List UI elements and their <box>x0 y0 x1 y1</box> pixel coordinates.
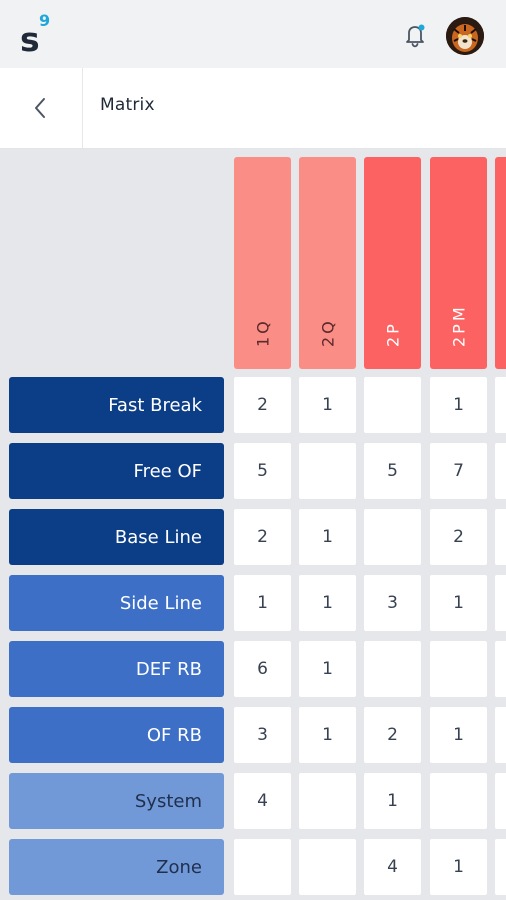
column-header[interactable]: 2Q <box>299 157 356 369</box>
row-label[interactable]: Base Line <box>9 509 224 565</box>
page-title: Matrix <box>100 95 155 115</box>
matrix-cell[interactable] <box>495 443 506 499</box>
matrix-cell[interactable] <box>430 641 487 697</box>
row-label[interactable]: DEF RB <box>9 641 224 697</box>
matrix-cell[interactable] <box>495 377 506 433</box>
page-toolbar: Matrix <box>0 68 506 149</box>
matrix-cell[interactable] <box>364 641 421 697</box>
matrix-cell[interactable] <box>364 509 421 565</box>
logo-superscript: 9 <box>39 11 51 30</box>
matrix-cell[interactable]: 5 <box>234 443 291 499</box>
back-button[interactable] <box>0 68 83 148</box>
column-header[interactable]: 1Q <box>234 157 291 369</box>
column-header-label: 2PM <box>449 304 468 347</box>
matrix-cell[interactable]: 1 <box>299 641 356 697</box>
chevron-left-icon <box>35 98 45 118</box>
matrix-cell[interactable] <box>364 377 421 433</box>
matrix-cell[interactable]: 1 <box>430 377 487 433</box>
matrix-cell[interactable]: 4 <box>234 773 291 829</box>
matrix-cell[interactable]: 1 <box>234 575 291 631</box>
matrix-cell[interactable]: 1 <box>299 509 356 565</box>
matrix-cell[interactable]: 1 <box>430 839 487 895</box>
matrix-cell[interactable]: 1 <box>299 377 356 433</box>
matrix-grid: 1Q 2Q 2P 2PM Fast Break 2 1 1 Free OF 5 5 7 Base Lin… <box>0 149 506 900</box>
row-label[interactable]: OF RB <box>9 707 224 763</box>
matrix-cell[interactable]: 6 <box>234 641 291 697</box>
matrix-cell[interactable] <box>495 641 506 697</box>
column-header[interactable]: 2PM <box>430 157 487 369</box>
matrix-cell[interactable]: 3 <box>364 575 421 631</box>
row-label[interactable]: Free OF <box>9 443 224 499</box>
matrix-cell[interactable]: 2 <box>430 509 487 565</box>
column-header-label: 1Q <box>253 318 272 347</box>
logo-letter: s <box>20 20 40 59</box>
row-label[interactable]: Fast Break <box>9 377 224 433</box>
matrix-cell[interactable]: 1 <box>430 575 487 631</box>
matrix-cell[interactable] <box>430 773 487 829</box>
row-label[interactable]: Zone <box>9 839 224 895</box>
matrix-cell[interactable]: 1 <box>299 575 356 631</box>
column-header-label: 2Q <box>318 318 337 347</box>
matrix-cell[interactable] <box>299 443 356 499</box>
matrix-cell[interactable]: 3 <box>234 707 291 763</box>
row-label[interactable]: System <box>9 773 224 829</box>
matrix-cell[interactable]: 1 <box>364 773 421 829</box>
column-header-label: 2P <box>383 321 402 347</box>
matrix-cell[interactable]: 1 <box>299 707 356 763</box>
notification-dot-icon <box>418 24 425 31</box>
bell-icon[interactable] <box>400 20 430 50</box>
matrix-cell[interactable] <box>299 839 356 895</box>
column-header[interactable]: 2P <box>364 157 421 369</box>
matrix-cell[interactable]: 1 <box>430 707 487 763</box>
avatar[interactable] <box>446 17 484 55</box>
matrix-cell[interactable] <box>495 773 506 829</box>
matrix-cell[interactable] <box>299 773 356 829</box>
matrix-cell[interactable] <box>234 839 291 895</box>
app-header: s 9 <box>0 0 506 68</box>
app-logo[interactable]: s 9 <box>20 11 60 59</box>
matrix-cell[interactable] <box>495 839 506 895</box>
matrix-cell[interactable] <box>495 509 506 565</box>
matrix-cell[interactable]: 4 <box>364 839 421 895</box>
matrix-cell[interactable]: 2 <box>234 509 291 565</box>
matrix-cell[interactable] <box>495 575 506 631</box>
row-label[interactable]: Side Line <box>9 575 224 631</box>
matrix-cell[interactable]: 2 <box>234 377 291 433</box>
matrix-cell[interactable]: 7 <box>430 443 487 499</box>
column-header[interactable] <box>495 157 506 369</box>
matrix-cell[interactable]: 2 <box>364 707 421 763</box>
matrix-cell[interactable] <box>495 707 506 763</box>
matrix-cell[interactable]: 5 <box>364 443 421 499</box>
